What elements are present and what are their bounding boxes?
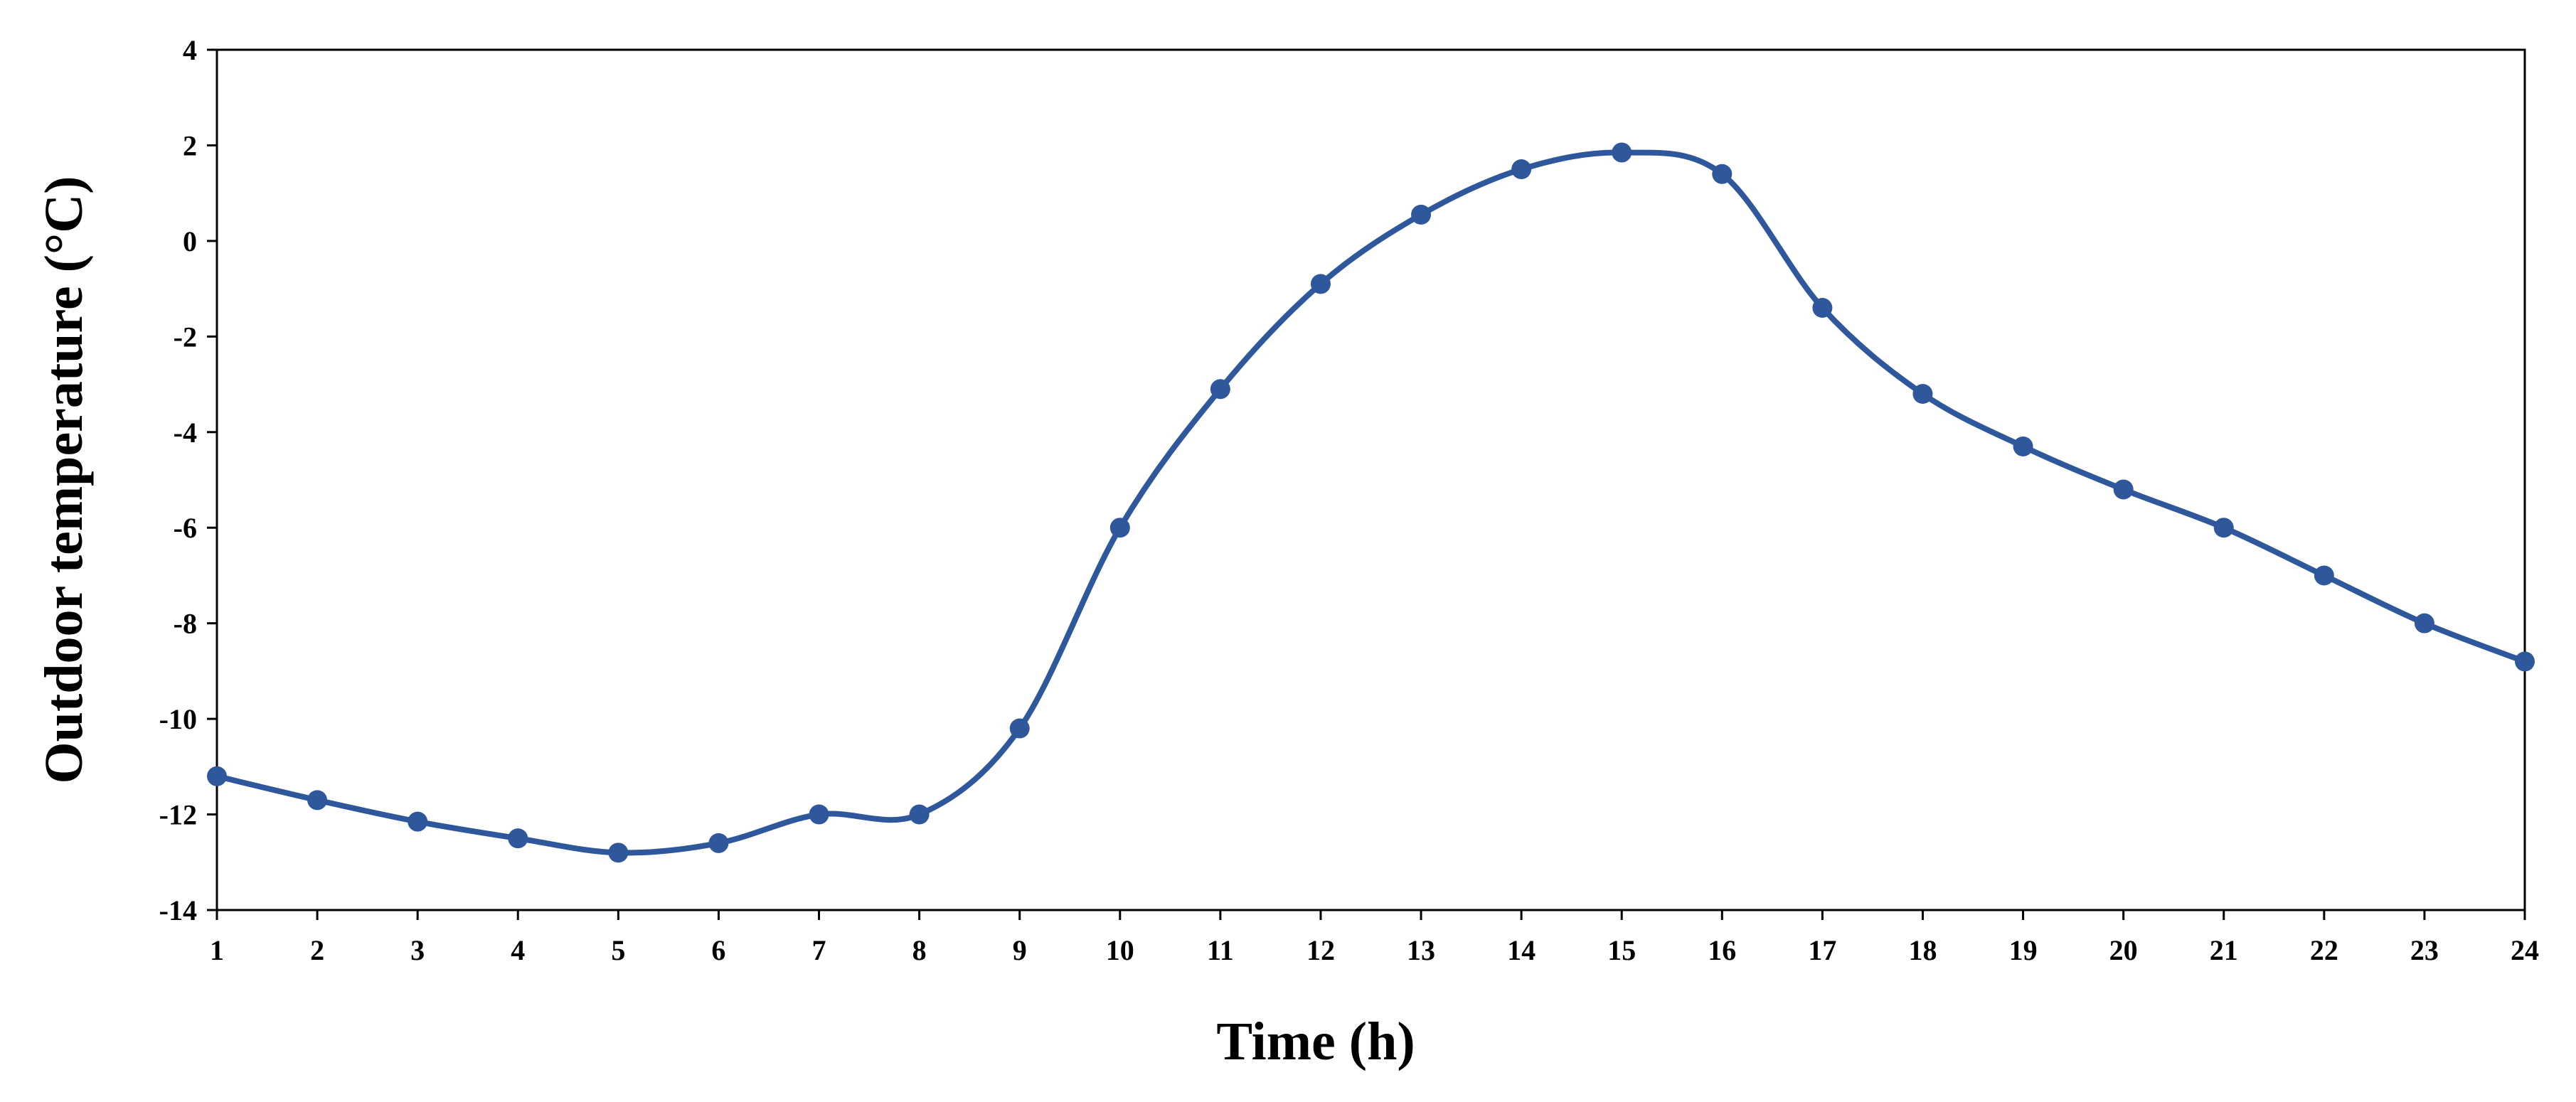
y-tick-label: 4 [183,34,197,66]
x-axis-title: Time (h) [1216,1012,1415,1071]
x-tick-label: 8 [912,934,927,966]
data-point-h6 [708,833,729,853]
x-tick-label: 7 [812,934,826,966]
x-tick-label: 22 [2310,934,2338,966]
data-point-h16 [1712,164,1733,184]
x-tick-label: 21 [2210,934,2238,966]
x-tick-label: 23 [2410,934,2439,966]
y-tick-label: -12 [159,799,197,831]
data-point-h13 [1411,204,1432,225]
x-tick-label: 15 [1607,934,1636,966]
x-tick-label: 20 [2109,934,2138,966]
data-point-h14 [1511,159,1532,180]
x-tick-label: 4 [511,934,525,966]
x-tick-label: 19 [2009,934,2038,966]
plot-frame [215,48,2526,911]
data-point-h22 [2314,565,2334,586]
data-point-h15 [1612,142,1632,163]
data-point-h5 [608,842,629,863]
y-tick-label: -10 [159,703,197,735]
y-tick-label: -4 [174,417,197,449]
data-point-h3 [408,811,428,832]
data-point-h10 [1109,518,1130,538]
data-point-h8 [909,804,930,825]
data-point-h17 [1812,298,1833,318]
data-point-h11 [1210,379,1230,400]
x-tick-label: 1 [210,934,224,966]
y-tick-label: 2 [183,129,197,161]
data-point-h21 [2213,518,2234,538]
series-line-outdoor-temperature [214,149,2528,856]
data-point-h7 [809,804,829,825]
x-tick-label: 11 [1207,934,1234,966]
x-tick-label: 5 [611,934,625,966]
data-point-h19 [2013,436,2033,456]
data-point-h2 [307,790,328,811]
y-tick-label: -2 [174,321,197,353]
x-tick-label: 9 [1013,934,1027,966]
x-tick-label: 17 [1808,934,1836,966]
data-point-h1 [207,766,227,786]
data-point-h23 [2414,613,2434,633]
data-point-h18 [1912,384,1933,404]
data-point-h20 [2113,479,2134,500]
data-points [207,142,2535,863]
y-tick-label: 0 [183,225,197,257]
data-point-h9 [1009,718,1030,739]
data-point-h12 [1310,274,1331,294]
y-axis-title: Outdoor temperature (°C) [34,176,94,784]
x-tick-label: 10 [1106,934,1134,966]
x-tick-label: 16 [1708,934,1736,966]
y-tick-label: -8 [174,608,197,640]
y-tick-label: -14 [159,894,197,926]
x-tick-label: 24 [2511,934,2539,966]
y-tick-label: -6 [174,512,197,544]
x-tick-label: 12 [1306,934,1335,966]
data-point-h24 [2515,651,2535,672]
y-axis-ticks: 4 2 0 -2 -4 -6 -8 -10 -12 -14 [159,34,217,926]
x-tick-label: 13 [1407,934,1435,966]
x-tick-label: 6 [711,934,725,966]
x-tick-label: 14 [1507,934,1536,966]
x-axis-ticks: 1 2 3 4 5 6 7 8 9 10 11 12 13 14 15 16 17 18 19 20 21 22 23 24 [210,910,2539,966]
data-point-h4 [508,828,528,849]
x-tick-label: 2 [310,934,324,966]
x-tick-label: 3 [410,934,425,966]
x-tick-label: 18 [1908,934,1937,966]
